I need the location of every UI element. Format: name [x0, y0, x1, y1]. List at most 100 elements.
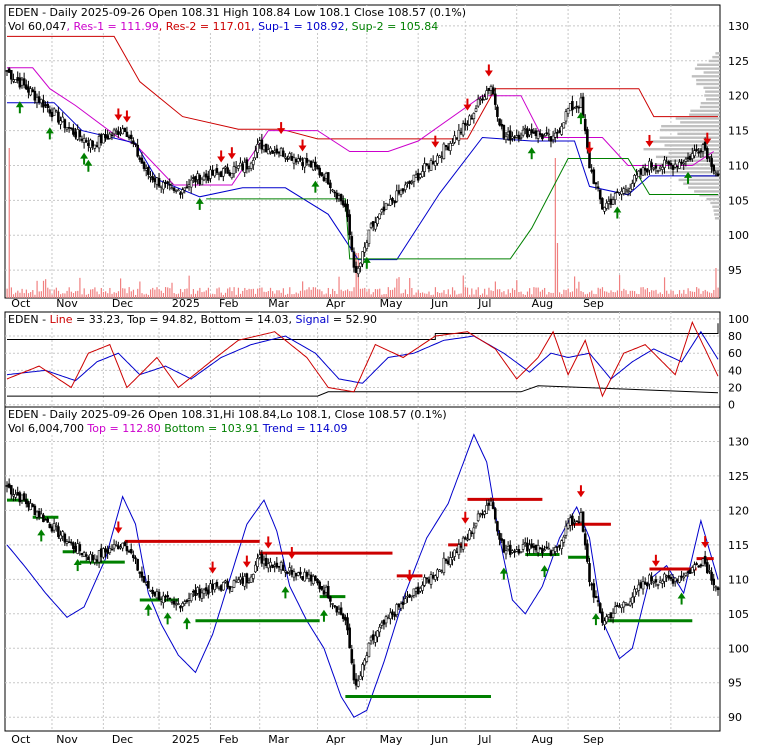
price-candle — [519, 132, 523, 141]
volume-bar — [147, 294, 150, 298]
trend-candle — [54, 522, 58, 532]
price-candle — [142, 160, 146, 172]
volume-bar — [143, 294, 145, 298]
price-candle — [348, 209, 351, 240]
trend-candle — [538, 547, 542, 550]
trend-candle — [468, 528, 471, 541]
volume-bar — [612, 291, 614, 298]
volume-profile-bar — [677, 132, 720, 136]
volume-bar — [291, 294, 293, 298]
price-candle — [181, 187, 184, 199]
volume-bar — [569, 292, 571, 298]
volume-profile-bar — [705, 90, 720, 93]
trend-candle — [703, 550, 707, 567]
volume-bar — [576, 288, 578, 298]
price-candle — [232, 161, 236, 178]
trend-candle — [329, 595, 332, 608]
volume-bar — [554, 158, 556, 298]
trend-y-tick-label: 110 — [728, 573, 749, 586]
volume-bar — [231, 291, 233, 298]
volume-bar — [218, 287, 220, 298]
signal-arrow-down — [703, 132, 712, 145]
signal-arrow-up — [311, 180, 320, 193]
price-y-tick-label: 115 — [728, 125, 749, 138]
price-candle — [434, 160, 437, 171]
trend-candle — [592, 578, 596, 603]
trend-y-tick-label: 95 — [728, 677, 742, 690]
volume-bar — [342, 291, 344, 298]
price-x-tick-label: Nov — [56, 297, 78, 310]
trend-candle — [72, 541, 75, 554]
volume-bar — [691, 291, 694, 298]
signal-arrow-up — [15, 101, 24, 114]
price-candle — [530, 123, 533, 139]
volume-bar — [10, 287, 12, 298]
price-candle — [129, 130, 133, 145]
trend-candle — [200, 587, 204, 602]
volume-bar — [90, 289, 92, 298]
trend-candle — [485, 499, 489, 515]
trend-legend-bg — [6, 421, 351, 434]
volume-bar — [674, 294, 676, 298]
volume-bar — [505, 294, 507, 298]
trend-candle — [361, 662, 364, 681]
volume-bar — [492, 291, 494, 298]
trend-candle — [52, 518, 56, 533]
volume-bar — [642, 287, 644, 298]
price-candle — [46, 100, 49, 113]
oscillator-title-bg — [6, 313, 396, 326]
trend-candle — [140, 566, 144, 582]
trend-candle — [399, 601, 403, 612]
price-candle — [624, 184, 628, 195]
volume-bar — [55, 287, 57, 298]
signal-arrow-down — [298, 139, 307, 152]
volume-bar — [676, 294, 679, 298]
volume-bar — [370, 294, 372, 298]
trend-candle — [695, 561, 698, 566]
volume-bar — [70, 291, 72, 298]
trend-candle — [213, 583, 217, 593]
volume-bar — [653, 290, 655, 298]
price-x-tick-label: Aug — [532, 297, 553, 310]
volume-bar — [167, 287, 169, 298]
trend-candle — [545, 541, 548, 550]
trend-candle — [641, 576, 645, 595]
price-candle — [162, 180, 165, 194]
volume-bar — [162, 292, 165, 298]
oscillator-top-line — [7, 323, 719, 340]
trend-candle — [31, 502, 34, 508]
price-y-tick-label: 105 — [728, 194, 749, 207]
volume-bar — [693, 291, 696, 298]
volume-bar — [488, 287, 490, 298]
volume-bar — [661, 294, 664, 298]
trend-candle — [603, 617, 606, 631]
trend-arrow-down — [576, 485, 585, 498]
trend-arrow-down — [264, 536, 273, 549]
volume-bar — [368, 288, 370, 298]
volume-bar — [359, 288, 362, 298]
signal-arrow-down — [585, 141, 594, 154]
volume-bar — [391, 289, 394, 298]
volume-bar — [98, 294, 100, 298]
volume-bar — [621, 290, 623, 298]
volume-profile-bar — [661, 124, 720, 128]
price-candle — [603, 206, 606, 215]
trend-candle — [102, 547, 105, 560]
trend-candle — [204, 582, 208, 597]
trend-candle — [583, 528, 587, 550]
price-candle — [631, 179, 634, 190]
volume-profile-bar — [710, 201, 720, 205]
volume-bar — [244, 287, 246, 298]
signal-arrow-up — [684, 171, 693, 184]
price-candle — [716, 169, 720, 177]
trend-x-tick-label: Jun — [430, 733, 448, 745]
trend-arrow-up — [281, 586, 290, 599]
trend-y-tick-label: 100 — [728, 642, 749, 655]
volume-profile-bar — [697, 63, 720, 66]
volume-bar — [610, 290, 612, 298]
oscillator-y-tick-label: 40 — [728, 364, 742, 377]
trend-candle — [547, 542, 551, 550]
trend-arrow-up — [163, 612, 172, 625]
trend-candle — [189, 593, 193, 603]
volume-bar — [145, 293, 147, 298]
